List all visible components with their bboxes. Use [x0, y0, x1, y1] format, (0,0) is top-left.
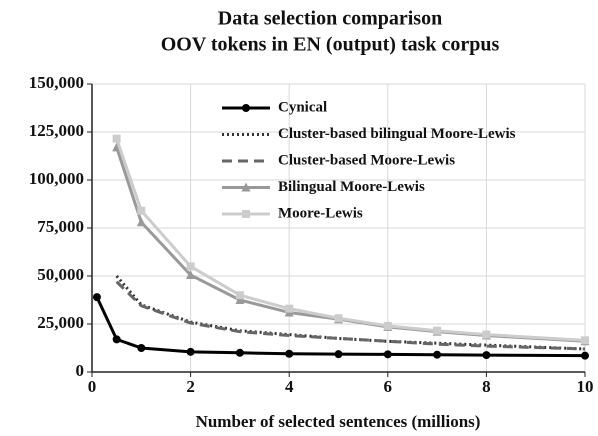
x-tick-label: 4 [285, 377, 294, 396]
marker [383, 321, 392, 330]
marker [235, 291, 244, 300]
legend-label: Bilingual Moore-Lewis [278, 179, 425, 195]
marker [383, 350, 392, 359]
legend-label: Cynical [278, 99, 327, 115]
marker [137, 206, 146, 215]
legend-label: Cluster-based Moore-Lewis [278, 152, 455, 168]
y-tick-label: 100,000 [29, 169, 84, 188]
legend-label: Moore-Lewis [278, 205, 363, 221]
line [115, 280, 586, 351]
marker [482, 330, 491, 339]
x-tick-label: 8 [482, 377, 491, 396]
marker [482, 351, 491, 360]
marker [334, 314, 343, 323]
x-tick-label: 0 [88, 377, 97, 396]
marker [334, 350, 343, 359]
marker [581, 336, 589, 345]
x-tick-label: 6 [384, 377, 393, 396]
x-tick-label: 10 [577, 377, 594, 396]
line [115, 138, 586, 342]
marker [242, 210, 250, 218]
marker [186, 262, 195, 271]
marker [285, 304, 294, 313]
marker [112, 134, 121, 143]
marker [186, 347, 195, 356]
y-tick-label: 125,000 [29, 121, 84, 140]
x-tick-label: 2 [186, 377, 195, 396]
chart-subtitle: OOV tokens in EN (output) task corpus [161, 34, 500, 56]
marker [285, 349, 294, 358]
legend-label: Cluster-based bilingual Moore-Lewis [278, 126, 516, 142]
marker [92, 293, 101, 302]
marker [581, 351, 589, 360]
y-tick-label: 25,000 [37, 313, 84, 332]
y-tick-label: 50,000 [37, 265, 84, 284]
y-tick-label: 150,000 [29, 73, 84, 92]
x-axis-label: Number of selected sentences (millions) [196, 412, 481, 431]
marker [433, 350, 442, 359]
marker [186, 270, 196, 280]
marker [242, 104, 250, 112]
y-tick-label: 75,000 [37, 217, 84, 236]
marker [112, 335, 121, 344]
marker [241, 182, 251, 192]
line [115, 146, 586, 343]
marker [235, 295, 245, 304]
y-tick-label: 0 [76, 361, 85, 380]
marker [433, 326, 442, 335]
marker [235, 348, 244, 357]
marker [136, 217, 146, 227]
marker [137, 344, 146, 352]
chart-title: Data selection comparison [218, 8, 442, 30]
